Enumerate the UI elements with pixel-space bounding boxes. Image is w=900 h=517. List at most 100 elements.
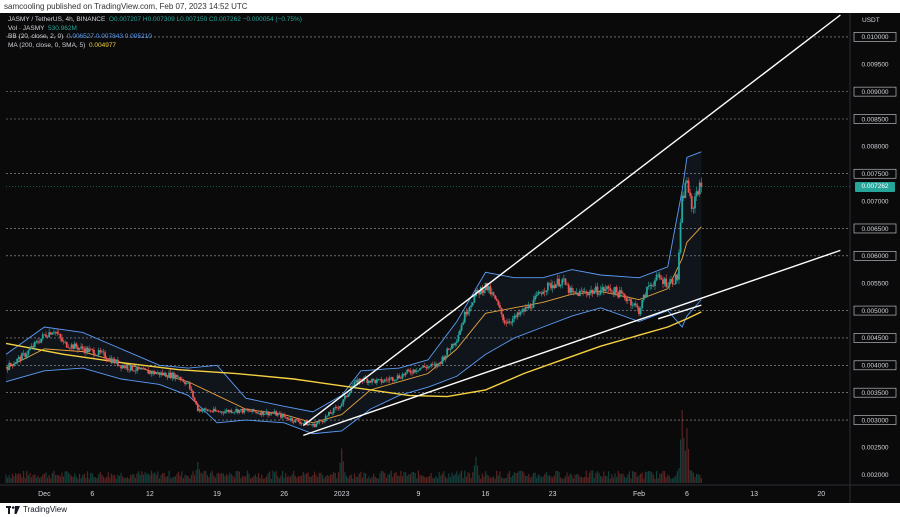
candle-body (113, 358, 116, 364)
volume-bar (560, 477, 562, 483)
volume-bar (27, 475, 29, 483)
price-chart[interactable]: 0.010000 0.009500 0.009000 0.008500 0.008000… (0, 13, 900, 503)
candle-body (430, 364, 433, 367)
volume-bar (360, 471, 362, 483)
volume-bar (389, 473, 391, 483)
candle-body (264, 413, 266, 415)
candle-body (192, 390, 194, 398)
volume-bar (632, 471, 634, 483)
volume-bar (355, 476, 357, 483)
legend-ohlc: O0.007207 H0.007309 L0.007150 C0.007262 … (108, 16, 302, 23)
candle-body (594, 286, 597, 291)
candle-body (515, 315, 517, 318)
candle-body (48, 332, 51, 338)
volume-bar (312, 475, 314, 483)
candle-body (425, 367, 428, 369)
candle-body (232, 412, 234, 413)
volume-bar (333, 472, 335, 483)
volume-bar (427, 476, 429, 483)
volume-bar (302, 471, 304, 483)
volume-bar (240, 478, 242, 483)
volume-bar (622, 473, 624, 483)
candle-body (110, 358, 113, 364)
candle-body (367, 380, 370, 383)
volume-bar (328, 476, 330, 483)
volume-bar (365, 473, 367, 483)
candle-body (531, 307, 533, 309)
candle-body (655, 274, 658, 281)
volume-bar (603, 471, 605, 483)
candle-body (625, 297, 628, 301)
candle-body (121, 365, 124, 369)
volume-bar (403, 471, 405, 483)
candle-body (123, 365, 126, 368)
candle-body (566, 284, 568, 286)
volume-bar (230, 474, 232, 483)
candle-body (406, 369, 409, 373)
candle-body (139, 368, 142, 370)
volume-bar (304, 474, 306, 483)
volume-bar (593, 477, 595, 483)
volume-bar (210, 472, 212, 483)
time-tick-label: 26 (280, 491, 288, 498)
volume-bar (636, 476, 639, 483)
candle-body (169, 372, 172, 379)
candle-body (393, 380, 396, 382)
volume-bar (144, 472, 146, 483)
volume-bar (179, 475, 181, 483)
candle-body (601, 287, 604, 290)
volume-bar (400, 470, 402, 483)
candle-body (420, 367, 423, 369)
candle-body (45, 334, 47, 337)
candle-body (238, 410, 241, 413)
candle-body (249, 411, 252, 412)
candle-body (217, 411, 220, 413)
volume-bar (699, 474, 701, 483)
candle-body (182, 379, 185, 383)
candle-body (526, 306, 529, 309)
candle-body (67, 347, 70, 349)
candle-body (177, 377, 180, 378)
volume-bar (264, 477, 266, 483)
volume-bar (518, 470, 520, 483)
legend-ma-label: MA (200, close, 0, SMA, 5) (8, 41, 86, 49)
volume-bar (200, 472, 202, 483)
volume-bar (91, 473, 93, 483)
volume-bar (38, 478, 41, 483)
volume-bar (32, 475, 34, 483)
candle-body (481, 287, 484, 294)
volume-bar (424, 476, 426, 483)
price-tick-label: 0.010000 (861, 34, 888, 41)
candle-body (620, 290, 623, 294)
candle-body (551, 285, 554, 289)
candle-body (658, 274, 661, 279)
candle-body (409, 370, 412, 373)
volume-bar (574, 474, 576, 483)
candle-body (423, 365, 426, 368)
volume-bar (521, 470, 523, 483)
candle-body (200, 409, 202, 412)
candle-body (558, 278, 560, 287)
volume-bar (59, 476, 61, 483)
volume-bar (208, 477, 210, 483)
candle-body (184, 382, 186, 385)
candle-body (316, 422, 319, 424)
candle-body (628, 299, 631, 300)
candle-body (537, 292, 540, 295)
price-tick-label: 0.006000 (861, 253, 888, 260)
volume-bar (256, 476, 258, 483)
volume-bar (459, 472, 461, 483)
volume-bar (504, 478, 506, 483)
candle-body (262, 410, 265, 415)
volume-bar (99, 471, 101, 483)
volume-bar (350, 474, 352, 483)
chart-panel[interactable]: 0.010000 0.009500 0.009000 0.008500 0.008000… (0, 13, 900, 503)
volume-bar (444, 476, 447, 483)
volume-bar (347, 478, 349, 483)
candle-body (147, 369, 150, 374)
candle-body (622, 293, 624, 295)
volume-bar (323, 478, 325, 483)
candle-body (320, 420, 322, 422)
volume-bar (595, 473, 597, 483)
volume-bar (639, 473, 642, 483)
